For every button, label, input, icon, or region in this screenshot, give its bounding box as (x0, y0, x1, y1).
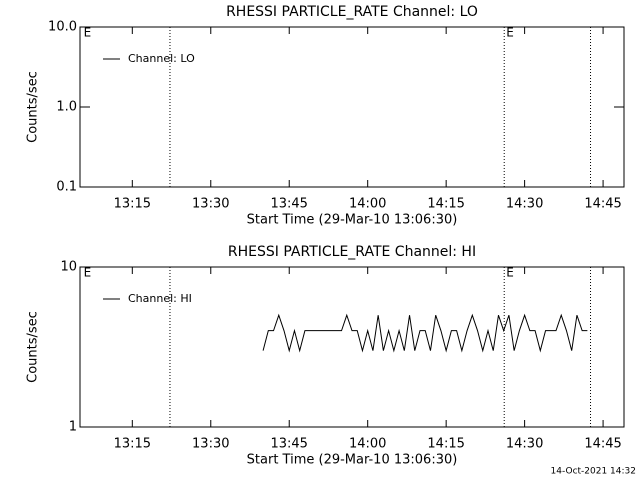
x-tick-label: 14:15 (427, 197, 464, 212)
x-tick-label: 14:30 (506, 197, 543, 212)
legend-label: Channel: LO (128, 52, 195, 65)
chart-title: RHESSI PARTICLE_RATE Channel: LO (226, 4, 478, 20)
data-line (262, 313, 588, 353)
x-tick-label: 14:15 (427, 437, 464, 452)
x-tick-label: 14:00 (349, 437, 386, 452)
flag-label: E (506, 26, 514, 40)
y-tick-label: 0.1 (56, 180, 77, 195)
x-tick-label: 13:30 (192, 197, 229, 212)
x-axis-label: Start Time (29-Mar-10 13:06:30) (247, 213, 458, 228)
x-tick-label: 13:45 (270, 197, 307, 212)
legend-label: Channel: HI (128, 292, 192, 305)
flag-label: E (84, 26, 92, 40)
flag-label: E (506, 266, 514, 280)
y-tick-label: 10 (60, 260, 77, 275)
y-axis-label: Counts/sec (26, 71, 41, 143)
footer: 14-Oct-2021 14:32 (551, 467, 636, 477)
x-tick-label: 13:15 (114, 197, 151, 212)
x-tick-label: 13:15 (114, 437, 151, 452)
plot-frame (79, 266, 625, 428)
flag-label: E (84, 266, 92, 280)
chart-title: RHESSI PARTICLE_RATE Channel: HI (228, 244, 476, 260)
x-tick-label: 14:45 (584, 437, 621, 452)
x-tick-label: 13:30 (192, 437, 229, 452)
y-tick-label: 1 (69, 420, 77, 435)
x-axis-label: Start Time (29-Mar-10 13:06:30) (247, 453, 458, 468)
y-tick-label: 10.0 (48, 20, 77, 35)
x-tick-label: 13:45 (270, 437, 307, 452)
y-axis-label: Counts/sec (26, 311, 41, 383)
x-tick-label: 14:00 (349, 197, 386, 212)
x-tick-label: 14:30 (506, 437, 543, 452)
y-tick-label: 1.0 (56, 100, 77, 115)
x-tick-label: 14:45 (584, 197, 621, 212)
